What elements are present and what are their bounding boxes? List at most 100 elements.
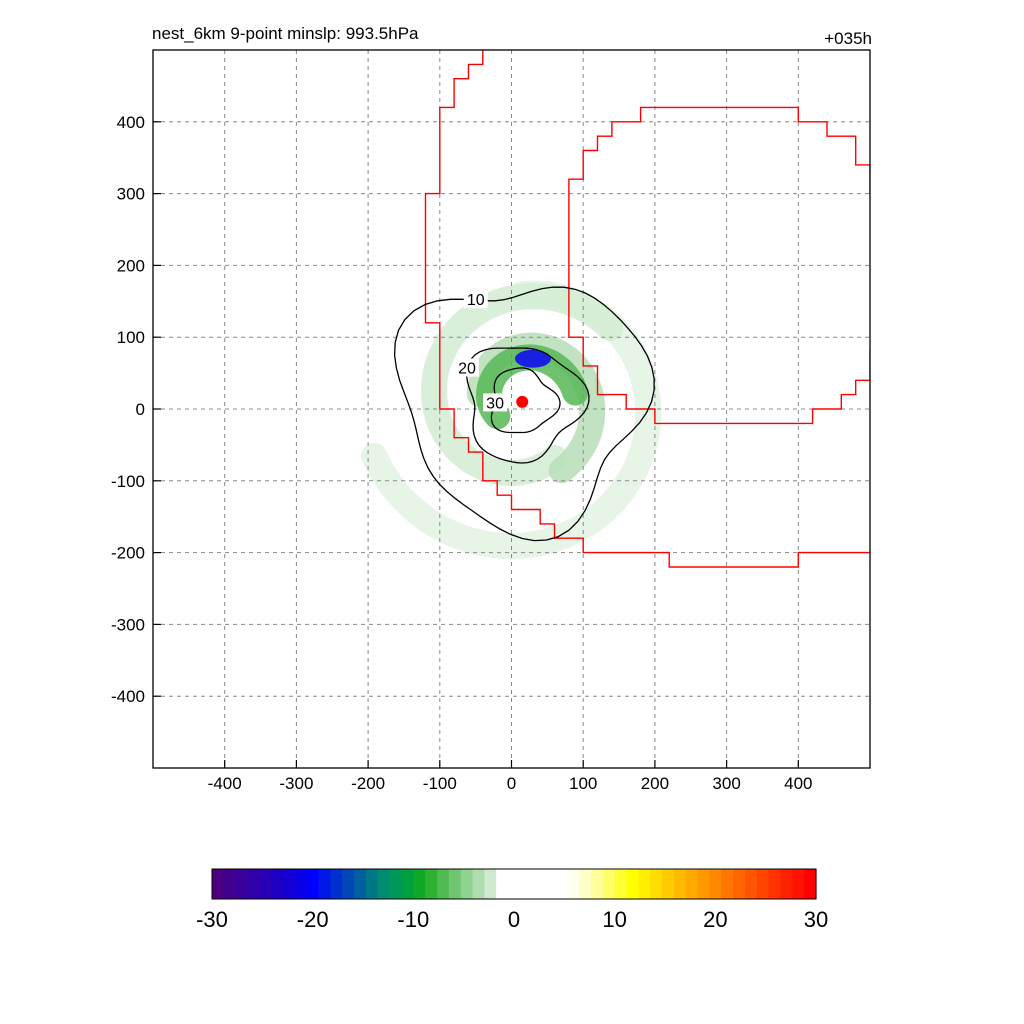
colorbar-swatch [365,869,379,899]
colorbar-swatch [413,869,426,899]
colorbar-swatch [389,869,403,899]
colorbar-swatch [472,869,485,899]
colorbar-swatch [448,869,462,899]
forecast-hour-label: +035h [824,29,872,48]
colorbar-swatch [294,869,308,899]
y-tick-label: -100 [111,472,145,491]
colorbar-swatch [804,869,817,899]
contour-line-20 [465,347,590,464]
x-tick-label: -400 [208,774,242,793]
y-tick-label: -300 [111,615,145,634]
colorbar-swatch [519,869,533,899]
colorbar-swatch [543,869,557,899]
colorbar-swatch [780,869,793,899]
colorbar-tick-label: -10 [397,907,429,932]
colorbar-swatch [235,869,249,899]
colorbar-tick-label: -20 [297,907,329,932]
colorbar-swatch [685,869,699,899]
y-tick-label: 0 [136,400,145,419]
colorbar-swatch [555,869,568,899]
colorbar-tick-label: 0 [508,907,520,932]
colorbar-swatch [306,869,320,899]
vorticity-shading [361,280,662,560]
contour-line-10 [393,286,655,542]
x-tick-label: 100 [569,774,597,793]
colorbar-swatch [271,869,284,899]
colorbar-swatch [590,869,604,899]
contour-label-20: 20 [458,361,476,378]
y-tick-label: 400 [117,113,145,132]
colorbar-swatch [377,869,391,899]
y-tick-label: -200 [111,544,145,563]
x-tick-label: -200 [351,774,385,793]
x-tick-label: 200 [641,774,669,793]
colorbar-swatch [401,869,414,899]
colorbar-tick-label: 30 [804,907,828,932]
colorbar-swatch [733,869,746,899]
colorbar-swatch [650,869,663,899]
x-tick-label: 0 [507,774,516,793]
y-tick-label: 200 [117,256,145,275]
colorbar-swatch [354,869,367,899]
colorbar-swatch [484,869,497,899]
contour-label-30: 30 [486,395,504,412]
y-axis-ticks: 400 300 200 100 0 -100 -200 -300 -400 [111,113,161,706]
y-tick-label: 300 [117,185,145,204]
domain-boundaries [424,50,870,568]
colorbar-swatch [496,869,509,899]
storm-center-marker [516,395,529,408]
colorbar-swatch [768,869,782,899]
colorbar-swatch [460,869,474,899]
colorbar-swatch [259,869,272,899]
colorbar-swatch [318,869,332,899]
grid-lines [153,50,870,768]
colorbar-swatch [662,869,675,899]
colorbar-swatch [614,869,628,899]
colorbar-swatch [709,869,722,899]
colorbar-swatch [342,869,355,899]
plot-area: 10 20 30 -400 -300 -200 -100 0 100 200 300 400 400… [111,49,871,793]
colorbar-swatch [247,869,260,899]
colorbar-tick-label: 10 [602,907,626,932]
colorbar-swatch [437,869,450,899]
x-tick-label: 400 [784,774,812,793]
colorbar-frame [211,868,817,900]
x-tick-label: 300 [712,774,740,793]
colorbar [211,868,817,900]
y-tick-label: -400 [111,687,145,706]
colorbar-swatch [638,869,651,899]
colorbar-tick-label: -30 [196,907,228,932]
middle-rainband [421,283,624,487]
contour-label-bg [463,290,488,309]
colorbar-swatch [721,869,734,899]
colorbar-swatch [792,869,805,899]
colorbar-swatch [330,869,343,899]
colorbar-swatch [531,869,545,899]
contour-label-10: 10 [467,292,485,309]
colorbar-swatch [697,869,711,899]
x-axis-ticks: -400 -300 -200 -100 0 100 200 300 400 [208,760,812,793]
contour-label-bg [483,393,508,412]
colorbar-swatch [626,869,639,899]
colorbar-tick-label: 20 [703,907,727,932]
y-tick-label: 100 [117,328,145,347]
wind-contours: 10 20 30 [393,286,655,542]
chart-title: nest_6km 9-point minslp: 993.5hPa [152,24,419,43]
colorbar-swatch [212,869,225,899]
colorbar-swatch [673,869,687,899]
colorbar-swatch [744,869,758,899]
colorbar-ticks: -30 -20 -10 0 10 20 30 [196,907,828,932]
colorbar-swatch [579,869,592,899]
colorbar-swatch [602,869,616,899]
x-tick-label: -300 [279,774,313,793]
boundary-outer [424,50,870,568]
negative-vorticity-core [515,349,552,368]
colorbar-swatch [283,869,296,899]
x-tick-label: -100 [423,774,457,793]
colorbar-swatch [508,869,521,899]
boundary-inner [568,106,870,425]
colorbar-swatch [223,869,237,899]
colorbar-swatch [567,869,580,899]
colorbar-swatch [756,869,770,899]
